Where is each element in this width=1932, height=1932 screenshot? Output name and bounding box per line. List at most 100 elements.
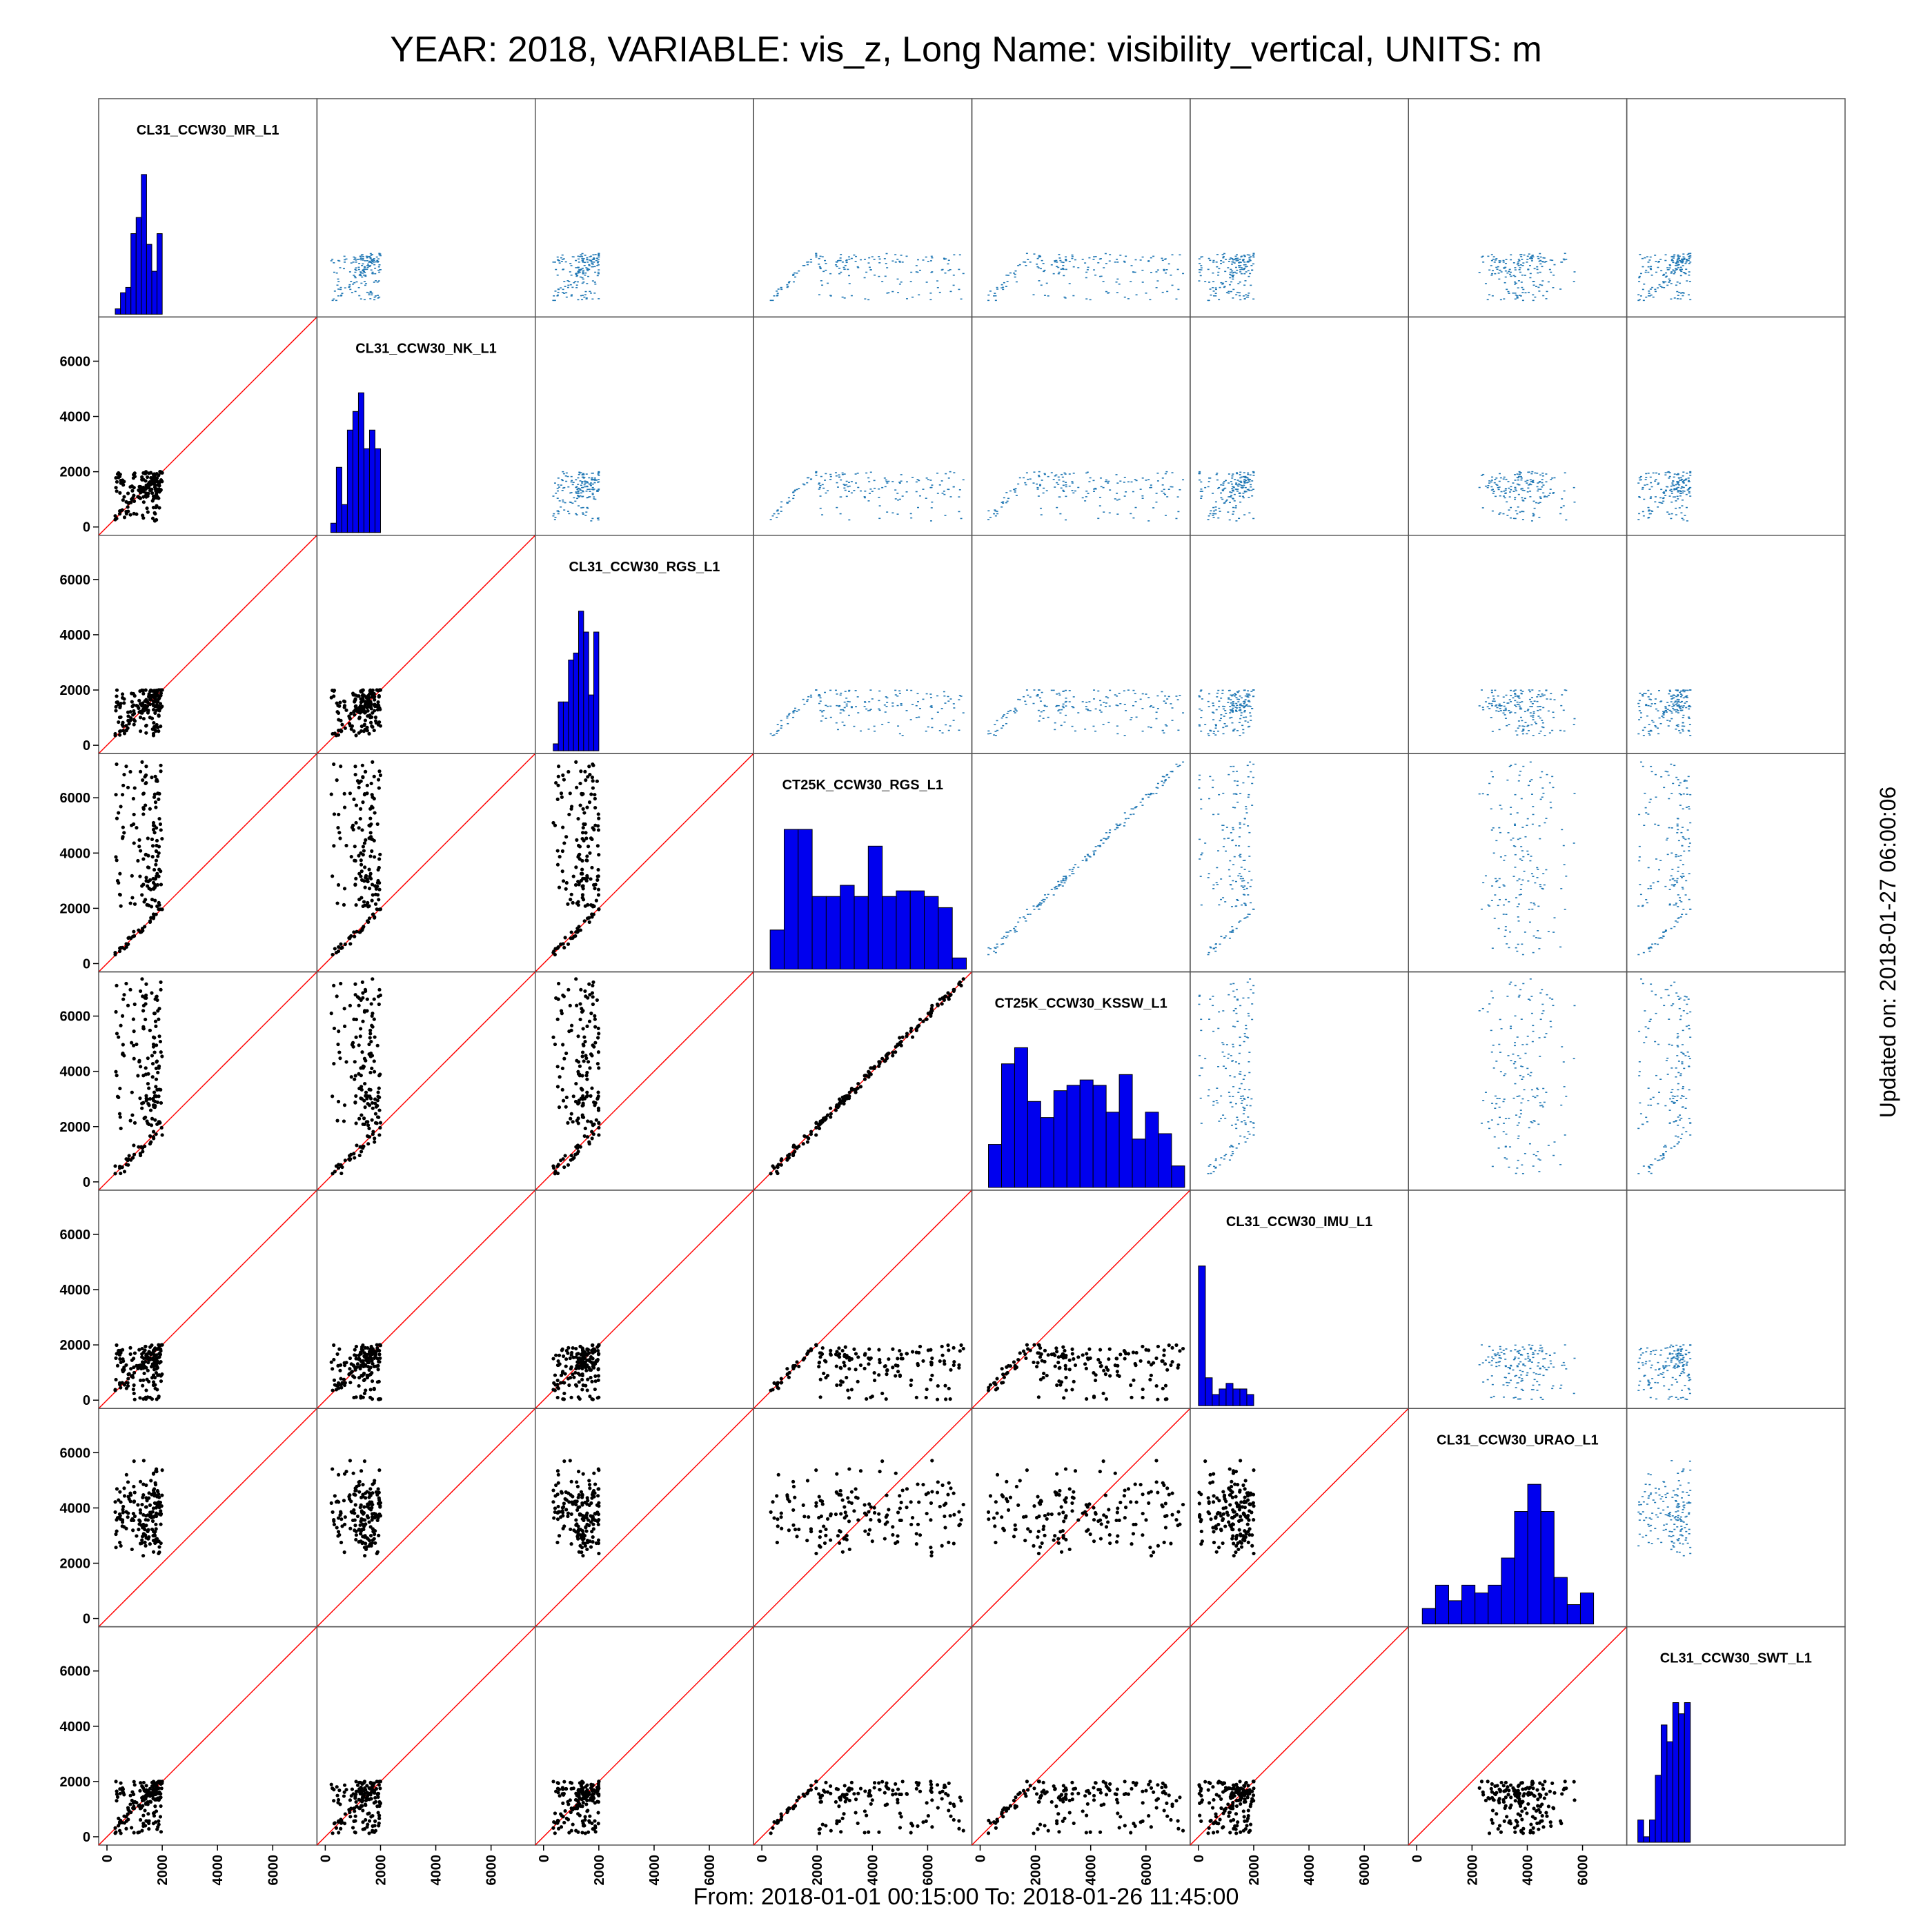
- scatter-point: [1220, 878, 1223, 880]
- scatter-point: [1684, 689, 1687, 691]
- scatter-point: [1224, 710, 1227, 711]
- scatter-point: [377, 295, 379, 296]
- scatter-point: [1648, 950, 1651, 952]
- scatter-point: [144, 876, 148, 880]
- scatter-point: [577, 493, 580, 494]
- scatter-point: [1217, 274, 1220, 276]
- scatter-point: [1670, 875, 1673, 877]
- scatter-point: [1668, 513, 1670, 515]
- scatter-point: [996, 729, 999, 731]
- scatter-point: [1507, 481, 1510, 482]
- scatter-point: [1514, 867, 1517, 868]
- scatter-point: [150, 1075, 155, 1079]
- scatter-point: [1496, 484, 1499, 486]
- scatter-point: [1682, 888, 1684, 890]
- scatter-point: [1042, 718, 1045, 719]
- scatter-point: [1212, 290, 1215, 292]
- scatter-point: [377, 258, 380, 259]
- scatter-point: [343, 942, 347, 947]
- scatter-point: [115, 480, 119, 484]
- scatter-point: [1061, 473, 1063, 475]
- scatter-point: [1549, 698, 1552, 700]
- scatter-point: [1027, 694, 1029, 696]
- scatter-point: [1036, 489, 1039, 490]
- scatter-point: [145, 884, 150, 888]
- scatter-point: [1662, 711, 1665, 713]
- scatter-point: [839, 259, 842, 262]
- scatter-point: [1668, 475, 1671, 477]
- scatter-point: [944, 272, 947, 274]
- scatter-point: [587, 497, 590, 498]
- scatter-point: [584, 486, 586, 488]
- scatter-point: [936, 695, 939, 697]
- scatter-point: [1060, 724, 1063, 727]
- scatter-point: [1250, 486, 1252, 488]
- scatter-point: [958, 288, 960, 290]
- scatter-point: [373, 261, 376, 263]
- scatter-point: [1248, 870, 1251, 872]
- scatter-point: [1672, 708, 1675, 709]
- scatter-point: [1520, 282, 1523, 283]
- scatter-point: [1670, 695, 1673, 697]
- scatter-point: [377, 280, 380, 282]
- scatter-point: [1512, 876, 1515, 877]
- scatter-point: [120, 508, 124, 512]
- scatter-point: [884, 711, 887, 713]
- scatter-point: [132, 719, 137, 723]
- scatter-point: [1539, 798, 1542, 800]
- scatter-point: [1220, 714, 1223, 716]
- scatter-point: [1039, 484, 1042, 486]
- scatter-point: [843, 268, 846, 270]
- scatter-point: [994, 724, 996, 725]
- scatter-point: [1239, 474, 1241, 475]
- scatter-point: [373, 258, 375, 259]
- scatter-point: [1488, 482, 1491, 484]
- scatter-point: [1550, 271, 1552, 273]
- scatter-point: [810, 262, 813, 263]
- scatter-point: [1207, 519, 1210, 520]
- scatter-point: [1679, 859, 1682, 861]
- scatter-point: [1672, 782, 1675, 785]
- scatter-point: [1232, 771, 1235, 773]
- scatter-point: [598, 298, 600, 299]
- scatter-point: [1059, 712, 1062, 714]
- scatter-point: [377, 865, 381, 870]
- scatter-point: [1240, 486, 1243, 489]
- scatter-point: [1657, 287, 1659, 289]
- scatter-point: [597, 271, 600, 273]
- scatter-point: [1212, 948, 1215, 949]
- scatter-point: [1659, 722, 1662, 724]
- scatter-point: [1495, 840, 1498, 842]
- scatter-point: [128, 769, 132, 774]
- scatter-point: [1660, 489, 1663, 491]
- scatter-point: [1664, 254, 1667, 256]
- scatter-point: [1532, 716, 1535, 718]
- scatter-point: [821, 256, 824, 257]
- scatter-point: [1532, 719, 1535, 720]
- scatter-point: [1682, 295, 1684, 297]
- scatter-point: [1573, 724, 1575, 725]
- scatter-point: [863, 497, 866, 499]
- scatter-point: [1212, 712, 1215, 714]
- scatter-point: [960, 696, 963, 697]
- panel-0-7: [1626, 98, 1846, 318]
- scatter-point: [1637, 294, 1640, 296]
- scatter-point: [582, 477, 585, 479]
- scatter-point: [1240, 904, 1243, 906]
- scatter-point: [894, 254, 897, 255]
- scatter-point: [1539, 730, 1542, 732]
- scatter-point: [1544, 262, 1546, 263]
- scatter-point: [1680, 512, 1683, 514]
- scatter-point: [590, 484, 593, 486]
- scatter-point: [364, 275, 367, 277]
- scatter-point: [916, 693, 919, 695]
- scatter-point: [1085, 298, 1088, 300]
- scatter-point: [349, 855, 353, 859]
- scatter-point: [1204, 842, 1207, 844]
- scatter-point: [363, 299, 366, 301]
- scatter-point: [1687, 705, 1690, 707]
- scatter-point: [1220, 282, 1223, 284]
- scatter-point: [1214, 513, 1217, 515]
- scatter-point: [154, 1132, 158, 1136]
- scatter-point: [1561, 262, 1564, 263]
